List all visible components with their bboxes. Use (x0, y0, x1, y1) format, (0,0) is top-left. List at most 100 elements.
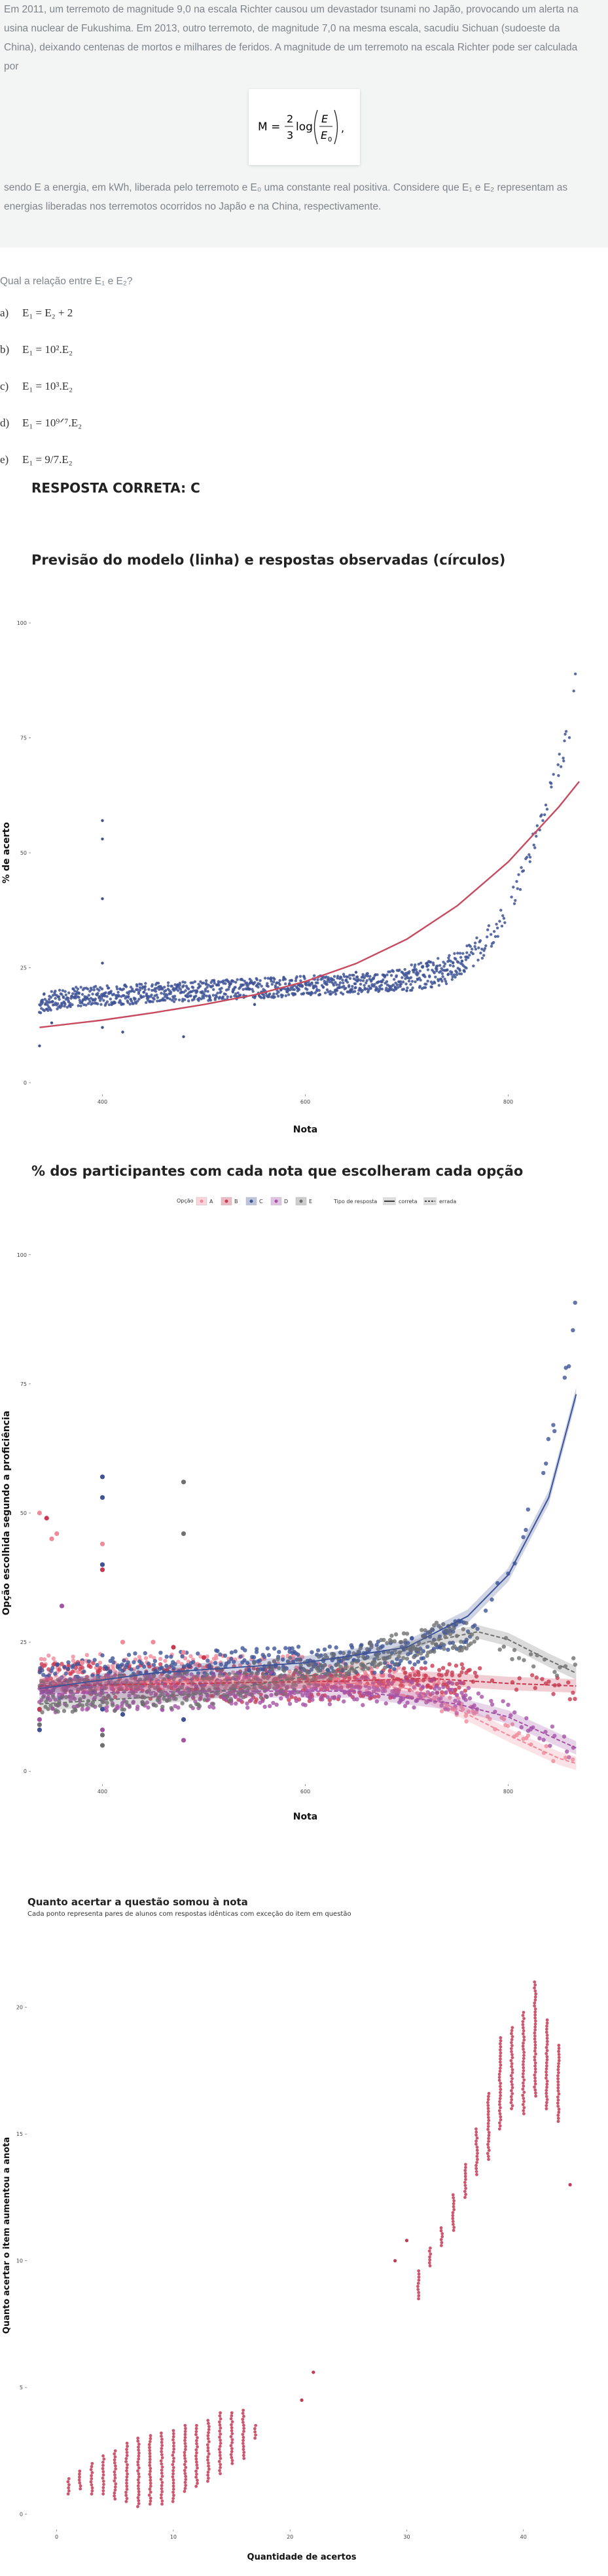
option-point (497, 1647, 502, 1652)
question-text-line: China), deixando centenas de mortos e mi… (4, 42, 578, 53)
observed-point (325, 982, 329, 986)
option-point (427, 1630, 432, 1635)
option-point (120, 1668, 125, 1673)
option-point (260, 1667, 266, 1672)
option-point (344, 1664, 348, 1670)
option-point (247, 1668, 251, 1672)
gain-point (475, 2173, 478, 2176)
gain-point (498, 2060, 502, 2064)
gain-point (125, 2441, 129, 2445)
option-point (524, 1527, 528, 1533)
option-point (551, 1423, 556, 1427)
observed-point (344, 978, 348, 982)
option-point (66, 1660, 71, 1665)
option-point (176, 1660, 181, 1664)
alternative-e[interactable]: e) E₁ = 9/7.E₂ (0, 441, 608, 478)
option-point (249, 1698, 254, 1702)
option-point (279, 1696, 283, 1701)
model-line-A (39, 1680, 577, 1764)
gain-point (533, 2073, 537, 2077)
option-point (109, 1687, 114, 1691)
gain-point (78, 2469, 82, 2473)
gain-point (219, 2466, 222, 2469)
observed-point (100, 997, 103, 1000)
alternative-b[interactable]: b) E₁ = 10².E₂ (0, 331, 608, 368)
option-point (46, 1707, 50, 1711)
gain-point (194, 2423, 198, 2427)
observed-point (138, 986, 142, 990)
gain-point (452, 2222, 455, 2226)
option-point (510, 1656, 514, 1662)
option-point (540, 1677, 545, 1681)
option-point (287, 1702, 293, 1706)
option-point (387, 1669, 392, 1673)
observed-point (149, 1000, 152, 1003)
gain-point (125, 2448, 128, 2452)
observed-point (344, 986, 348, 990)
option-point (194, 1684, 199, 1689)
gain-point (78, 2481, 82, 2485)
gain-point (510, 2083, 514, 2087)
observed-point (464, 958, 468, 961)
observed-point (101, 819, 104, 823)
observed-point (376, 973, 379, 977)
gain-point (183, 2469, 187, 2473)
observed-point (54, 989, 57, 993)
gain-point (487, 2131, 491, 2135)
gain-point (126, 2444, 129, 2448)
option-point (188, 1704, 193, 1708)
option-point (305, 1670, 310, 1675)
observed-point (248, 987, 252, 991)
option-point (233, 1694, 238, 1700)
observed-point (137, 998, 141, 1001)
observed-point (401, 980, 405, 984)
observed-point (215, 995, 219, 999)
option-point (301, 1666, 306, 1671)
observed-point (407, 979, 411, 983)
observed-point (73, 989, 77, 993)
gain-point (557, 2110, 561, 2114)
option-point (382, 1637, 386, 1643)
observed-point (334, 980, 337, 984)
model-band (39, 1387, 577, 1696)
gain-point (149, 2484, 152, 2488)
option-point (88, 1664, 93, 1670)
alternative-a[interactable]: a) E₁ = E₂ + 2 (0, 295, 608, 331)
gain-point (545, 2073, 548, 2077)
option-point (421, 1678, 426, 1683)
option-point (232, 1660, 236, 1664)
option-point (528, 1652, 533, 1656)
gain-point (160, 2490, 164, 2493)
observed-point (395, 983, 399, 986)
alternative-c[interactable]: c) E₁ = 10³.E₂ (0, 368, 608, 405)
option-point (282, 1692, 287, 1696)
option-point (459, 1648, 464, 1652)
observed-point (302, 975, 306, 978)
observed-point (142, 995, 145, 998)
observed-point (211, 994, 215, 997)
option-point (151, 1639, 156, 1645)
alternative-d[interactable]: d) E₁ = 10⁹ᐟ⁷.E₂ (0, 405, 608, 441)
gain-point (545, 2034, 549, 2037)
option-point (379, 1670, 384, 1675)
gain-point (183, 2433, 187, 2436)
observed-point (218, 996, 221, 999)
observed-point (447, 956, 450, 960)
gain-point (557, 2107, 561, 2111)
option-point (196, 1651, 200, 1656)
option-point (228, 1696, 234, 1702)
option-point (573, 1696, 577, 1702)
option-point (265, 1646, 270, 1651)
observed-point (366, 974, 370, 978)
observed-point (454, 958, 457, 961)
option-point (346, 1684, 351, 1689)
option-point (552, 1734, 557, 1738)
gain-point (242, 2457, 246, 2460)
observed-point (440, 979, 444, 983)
option-point (201, 1655, 207, 1660)
observed-point (564, 730, 568, 733)
option-point (60, 1694, 65, 1700)
gain-point (184, 2478, 188, 2481)
gain-point (521, 2063, 525, 2066)
gain-point (148, 2457, 152, 2461)
